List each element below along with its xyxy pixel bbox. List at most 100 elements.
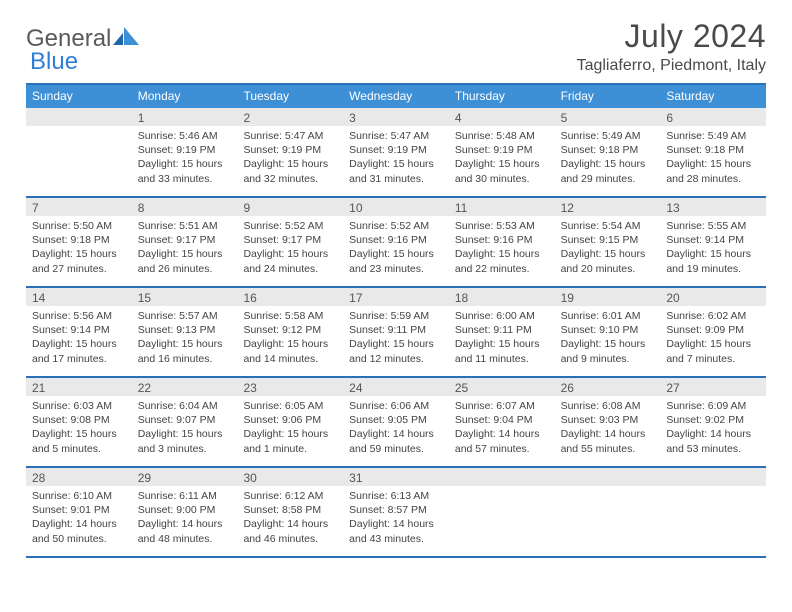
day-cell: 16Sunrise: 5:58 AMSunset: 9:12 PMDayligh… <box>237 288 343 376</box>
weekday-header: Sunday <box>26 85 132 108</box>
day-cell: 27Sunrise: 6:09 AMSunset: 9:02 PMDayligh… <box>660 378 766 466</box>
daylight-line: and 16 minutes. <box>138 352 232 366</box>
day-number <box>660 468 766 486</box>
sunrise-line: Sunrise: 5:48 AM <box>455 129 549 143</box>
day-body: Sunrise: 6:08 AMSunset: 9:03 PMDaylight:… <box>555 396 661 462</box>
month-title: July 2024 <box>577 18 766 55</box>
daylight-line: Daylight: 14 hours <box>349 427 443 441</box>
daylight-line: Daylight: 15 hours <box>138 157 232 171</box>
day-cell: 1Sunrise: 5:46 AMSunset: 9:19 PMDaylight… <box>132 108 238 196</box>
sunrise-line: Sunrise: 6:09 AM <box>666 399 760 413</box>
daylight-line: and 17 minutes. <box>32 352 126 366</box>
daylight-line: and 48 minutes. <box>138 532 232 546</box>
sunrise-line: Sunrise: 6:03 AM <box>32 399 126 413</box>
sunrise-line: Sunrise: 6:13 AM <box>349 489 443 503</box>
sunset-line: Sunset: 9:18 PM <box>32 233 126 247</box>
weekday-header-row: Sunday Monday Tuesday Wednesday Thursday… <box>26 85 766 108</box>
daylight-line: Daylight: 15 hours <box>349 337 443 351</box>
daylight-line: and 31 minutes. <box>349 172 443 186</box>
day-cell: 4Sunrise: 5:48 AMSunset: 9:19 PMDaylight… <box>449 108 555 196</box>
sunrise-line: Sunrise: 6:11 AM <box>138 489 232 503</box>
daylight-line: and 22 minutes. <box>455 262 549 276</box>
daylight-line: and 14 minutes. <box>243 352 337 366</box>
sunset-line: Sunset: 9:09 PM <box>666 323 760 337</box>
daylight-line: Daylight: 14 hours <box>455 427 549 441</box>
day-body: Sunrise: 5:48 AMSunset: 9:19 PMDaylight:… <box>449 126 555 192</box>
day-cell: 31Sunrise: 6:13 AMSunset: 8:57 PMDayligh… <box>343 468 449 556</box>
sunrise-line: Sunrise: 6:07 AM <box>455 399 549 413</box>
sunset-line: Sunset: 9:15 PM <box>561 233 655 247</box>
sunset-line: Sunset: 9:19 PM <box>243 143 337 157</box>
day-cell: 17Sunrise: 5:59 AMSunset: 9:11 PMDayligh… <box>343 288 449 376</box>
daylight-line: Daylight: 15 hours <box>138 427 232 441</box>
day-number: 28 <box>26 468 132 486</box>
day-body: Sunrise: 6:11 AMSunset: 9:00 PMDaylight:… <box>132 486 238 552</box>
day-number: 20 <box>660 288 766 306</box>
day-body <box>26 126 132 135</box>
day-body: Sunrise: 5:53 AMSunset: 9:16 PMDaylight:… <box>449 216 555 282</box>
day-body: Sunrise: 5:54 AMSunset: 9:15 PMDaylight:… <box>555 216 661 282</box>
day-body: Sunrise: 6:04 AMSunset: 9:07 PMDaylight:… <box>132 396 238 462</box>
day-cell: 24Sunrise: 6:06 AMSunset: 9:05 PMDayligh… <box>343 378 449 466</box>
sunrise-line: Sunrise: 5:49 AM <box>561 129 655 143</box>
daylight-line: Daylight: 15 hours <box>455 247 549 261</box>
daylight-line: Daylight: 15 hours <box>243 337 337 351</box>
daylight-line: and 55 minutes. <box>561 442 655 456</box>
daylight-line: Daylight: 15 hours <box>32 337 126 351</box>
day-cell: 13Sunrise: 5:55 AMSunset: 9:14 PMDayligh… <box>660 198 766 286</box>
daylight-line: and 57 minutes. <box>455 442 549 456</box>
day-body: Sunrise: 5:59 AMSunset: 9:11 PMDaylight:… <box>343 306 449 372</box>
daylight-line: and 24 minutes. <box>243 262 337 276</box>
sunset-line: Sunset: 9:13 PM <box>138 323 232 337</box>
day-number: 31 <box>343 468 449 486</box>
daylight-line: Daylight: 14 hours <box>32 517 126 531</box>
daylight-line: Daylight: 15 hours <box>138 247 232 261</box>
sunset-line: Sunset: 9:18 PM <box>561 143 655 157</box>
daylight-line: Daylight: 15 hours <box>666 157 760 171</box>
sunrise-line: Sunrise: 5:59 AM <box>349 309 443 323</box>
daylight-line: and 11 minutes. <box>455 352 549 366</box>
day-number: 30 <box>237 468 343 486</box>
week-row: 14Sunrise: 5:56 AMSunset: 9:14 PMDayligh… <box>26 288 766 378</box>
day-number <box>26 108 132 126</box>
sunrise-line: Sunrise: 6:06 AM <box>349 399 443 413</box>
daylight-line: and 50 minutes. <box>32 532 126 546</box>
day-number: 17 <box>343 288 449 306</box>
location-subtitle: Tagliaferro, Piedmont, Italy <box>577 57 766 75</box>
sunrise-line: Sunrise: 5:57 AM <box>138 309 232 323</box>
day-number: 8 <box>132 198 238 216</box>
sunset-line: Sunset: 9:03 PM <box>561 413 655 427</box>
day-number: 18 <box>449 288 555 306</box>
calendar-body: 1Sunrise: 5:46 AMSunset: 9:19 PMDaylight… <box>26 108 766 558</box>
sunrise-line: Sunrise: 6:12 AM <box>243 489 337 503</box>
day-number: 9 <box>237 198 343 216</box>
day-cell: 25Sunrise: 6:07 AMSunset: 9:04 PMDayligh… <box>449 378 555 466</box>
daylight-line: and 5 minutes. <box>32 442 126 456</box>
day-cell: 19Sunrise: 6:01 AMSunset: 9:10 PMDayligh… <box>555 288 661 376</box>
daylight-line: and 3 minutes. <box>138 442 232 456</box>
day-cell: 22Sunrise: 6:04 AMSunset: 9:07 PMDayligh… <box>132 378 238 466</box>
brand-flag-icon <box>113 24 139 52</box>
day-cell: 15Sunrise: 5:57 AMSunset: 9:13 PMDayligh… <box>132 288 238 376</box>
day-body: Sunrise: 5:47 AMSunset: 9:19 PMDaylight:… <box>237 126 343 192</box>
sunset-line: Sunset: 9:07 PM <box>138 413 232 427</box>
day-number: 13 <box>660 198 766 216</box>
daylight-line: Daylight: 15 hours <box>349 247 443 261</box>
day-number: 24 <box>343 378 449 396</box>
day-body: Sunrise: 6:03 AMSunset: 9:08 PMDaylight:… <box>26 396 132 462</box>
daylight-line: and 46 minutes. <box>243 532 337 546</box>
day-number: 23 <box>237 378 343 396</box>
weekday-header: Wednesday <box>343 85 449 108</box>
day-number: 12 <box>555 198 661 216</box>
sunset-line: Sunset: 9:06 PM <box>243 413 337 427</box>
day-body <box>660 486 766 495</box>
day-cell: 18Sunrise: 6:00 AMSunset: 9:11 PMDayligh… <box>449 288 555 376</box>
daylight-line: Daylight: 15 hours <box>666 247 760 261</box>
day-number: 14 <box>26 288 132 306</box>
week-row: 1Sunrise: 5:46 AMSunset: 9:19 PMDaylight… <box>26 108 766 198</box>
sunrise-line: Sunrise: 6:05 AM <box>243 399 337 413</box>
brand-word-2: Blue <box>30 48 78 76</box>
weekday-header: Monday <box>132 85 238 108</box>
daylight-line: and 28 minutes. <box>666 172 760 186</box>
day-number: 15 <box>132 288 238 306</box>
